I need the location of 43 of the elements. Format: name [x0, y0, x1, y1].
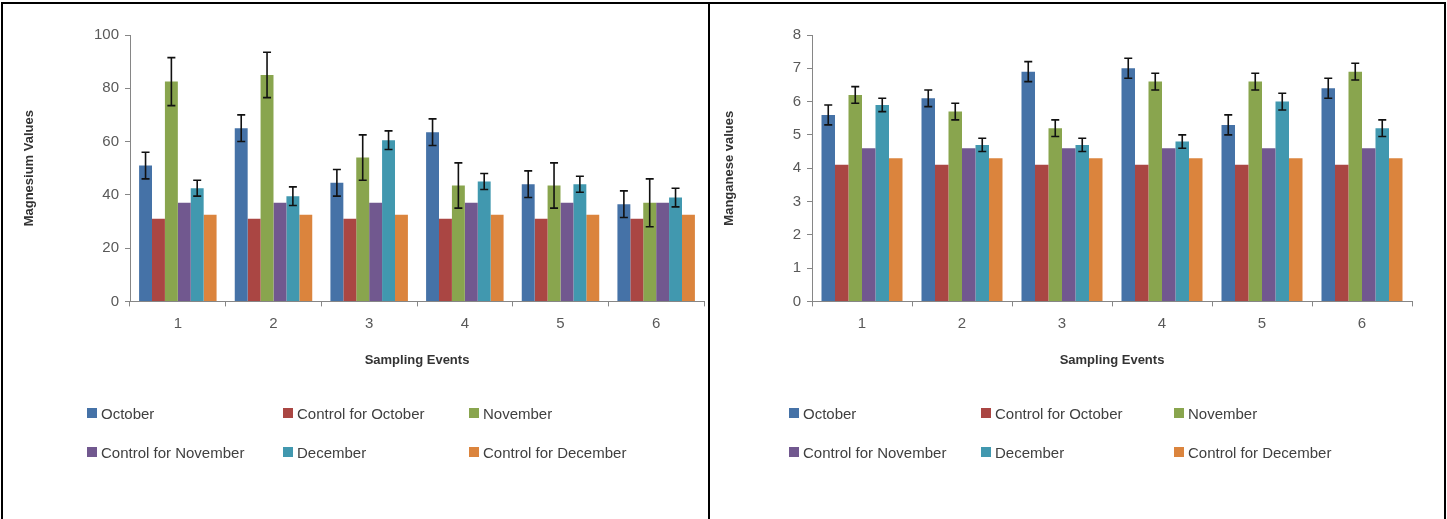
x-tick-label: 4: [1157, 313, 1167, 331]
y-tick-label: 1: [792, 258, 801, 276]
x-tick-label: 2: [269, 313, 278, 331]
x-tick-label: 5: [1257, 313, 1267, 331]
y-tick-label: 3: [792, 191, 801, 209]
y-tick-label: 2: [792, 224, 801, 242]
x-tick-label: 2: [957, 313, 967, 331]
legend-label: November: [1188, 404, 1258, 422]
x-axis-title: Sampling Events: [364, 351, 470, 367]
legend-label: November: [483, 404, 553, 422]
y-axis-title: Manganese values: [721, 110, 737, 226]
x-tick-label: 1: [173, 313, 183, 331]
legend-label: December: [297, 443, 367, 461]
y-tick-label: 60: [102, 131, 119, 149]
legend-label: Control for October: [995, 404, 1123, 422]
y-tick-label: 40: [102, 184, 119, 202]
legend-label: October: [803, 404, 857, 422]
legend-label: December: [995, 443, 1065, 461]
y-tick-label: 20: [102, 238, 119, 256]
x-tick-label: 4: [460, 313, 470, 331]
x-tick-label: 1: [857, 313, 867, 331]
y-tick-label: 4: [792, 158, 801, 176]
legend-label: Control for December: [1188, 443, 1332, 461]
legend-label: Control for October: [297, 404, 425, 422]
x-axis-title: Sampling Events: [1059, 351, 1165, 367]
x-tick-label: 3: [364, 313, 374, 331]
x-tick-label: 3: [1057, 313, 1067, 331]
legend-label: October: [101, 404, 155, 422]
legend-label: Control for December: [483, 443, 627, 461]
y-tick-label: 80: [102, 78, 119, 96]
y-tick-label: 0: [792, 291, 801, 309]
y-tick-label: 5: [792, 125, 801, 143]
x-tick-label: 6: [1357, 313, 1367, 331]
legend-label: Control for November: [803, 443, 947, 461]
y-tick-label: 100: [93, 25, 119, 43]
x-tick-label: 5: [556, 313, 565, 331]
x-tick-label: 6: [651, 313, 661, 331]
y-tick-label: 8: [792, 25, 801, 43]
y-tick-label: 0: [110, 291, 119, 309]
y-tick-label: 7: [792, 58, 801, 76]
legend-label: Control for November: [101, 443, 245, 461]
y-tick-label: 6: [792, 91, 801, 109]
y-axis-title: Magnesium Values: [21, 110, 37, 227]
